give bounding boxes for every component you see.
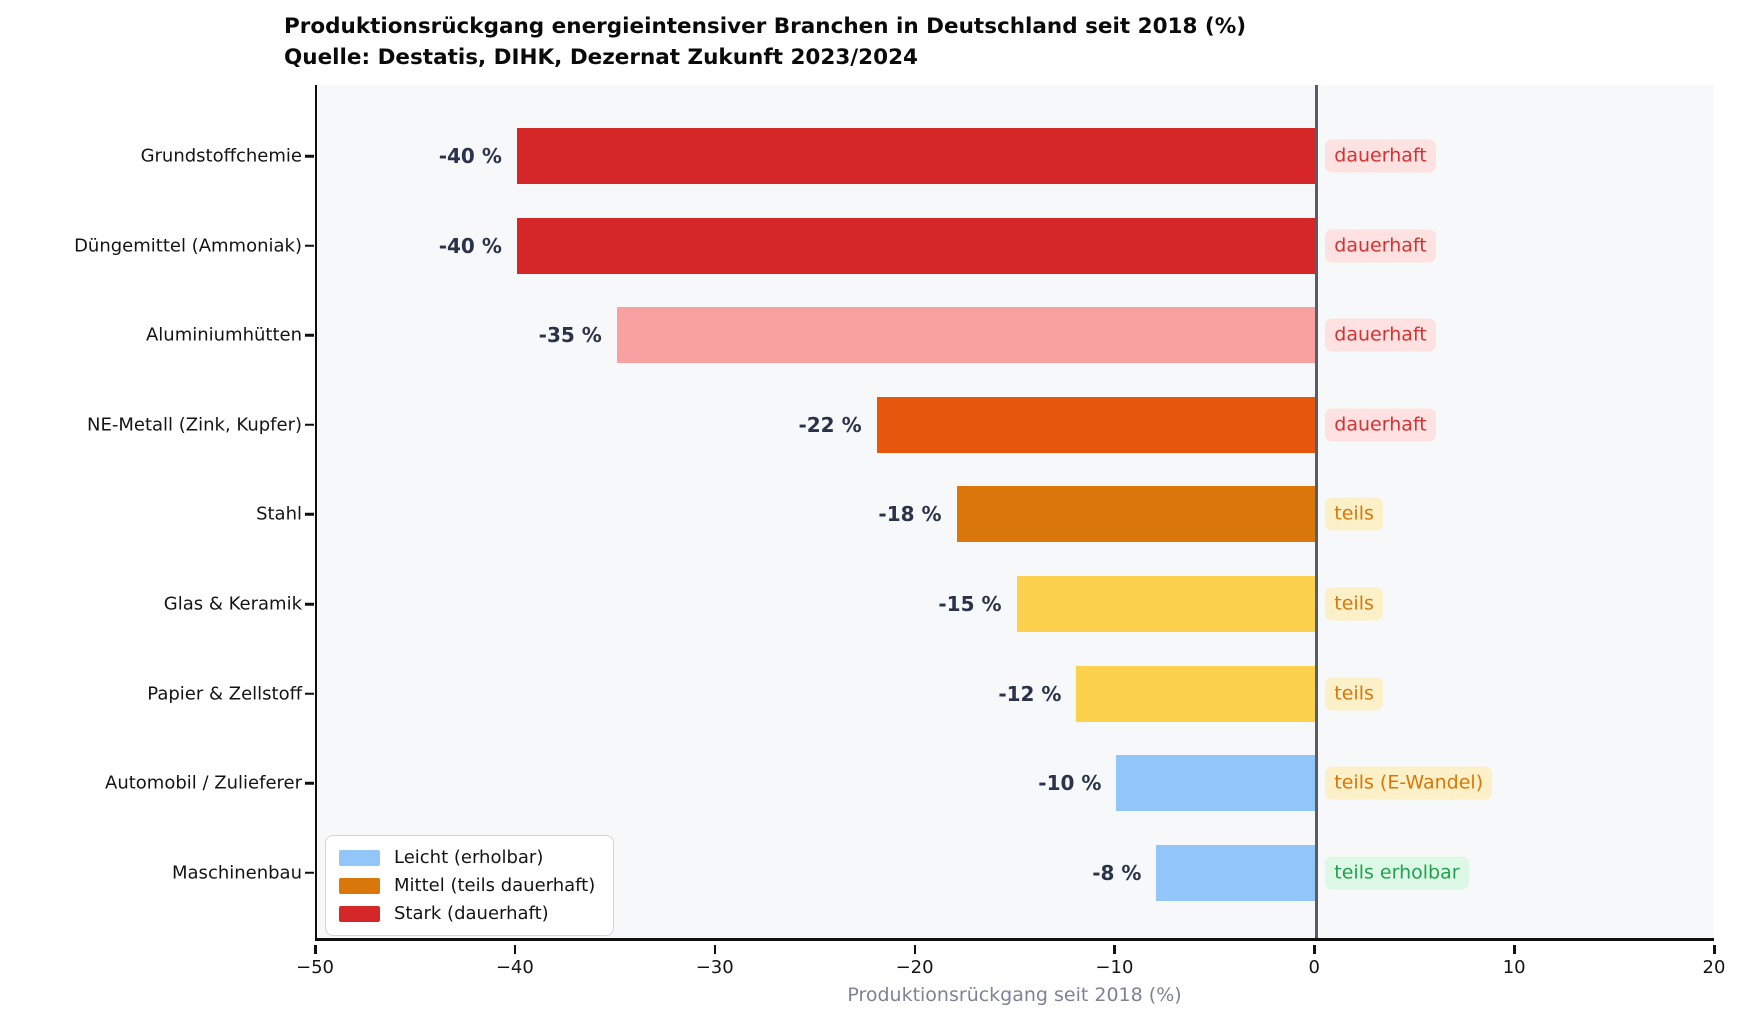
bar-value-label: -15 % xyxy=(938,592,1002,616)
y-axis-tick xyxy=(305,781,314,785)
x-axis-tick xyxy=(314,945,317,954)
y-axis-tick xyxy=(305,692,314,695)
bar-4 xyxy=(956,486,1317,543)
bar-annotation-tag: teils xyxy=(1325,677,1383,711)
bar-0 xyxy=(516,128,1317,184)
y-axis-label: Aluminiumhütten xyxy=(145,324,302,346)
x-axis-tick-label: −10 xyxy=(1095,957,1134,978)
legend: Leicht (erholbar) Mittel (teils dauerhaft… xyxy=(325,835,615,936)
bar-value-label: -10 % xyxy=(1038,771,1102,796)
y-axis-tick xyxy=(305,244,314,247)
y-axis-label: NE-Metall (Zink, Kupfer) xyxy=(87,414,302,436)
y-axis-tick xyxy=(305,602,314,606)
chart-title-line2: Quelle: Destatis, DIHK, Dezernat Zukunft… xyxy=(284,45,918,70)
bar-value-label: -35 % xyxy=(538,323,602,348)
x-axis-tick xyxy=(513,945,517,954)
x-axis-tick xyxy=(1713,945,1716,954)
legend-item-label: Leicht (erholbar) xyxy=(394,847,544,868)
y-axis-label: Maschinenbau xyxy=(172,862,302,884)
x-axis-tick xyxy=(713,945,717,954)
chart-title-line1: Produktionsrückgang energieintensiver Br… xyxy=(284,14,1247,39)
legend-swatch-icon xyxy=(339,849,380,866)
bar-6 xyxy=(1076,665,1317,722)
bar-7 xyxy=(1116,755,1317,812)
x-axis-tick-label: 10 xyxy=(1502,957,1526,978)
legend-swatch-icon xyxy=(339,877,380,894)
plot-area: -40 % dauerhaft -40 % dauerhaft -35 % dauerha… xyxy=(315,85,1714,941)
legend-swatch-icon xyxy=(339,905,380,922)
legend-item-1: Mittel (teils dauerhaft) xyxy=(339,875,595,896)
bar-value-label: -18 % xyxy=(878,502,942,527)
legend-item-label: Mittel (teils dauerhaft) xyxy=(394,875,596,896)
bar-annotation-tag: dauerhaft xyxy=(1325,318,1436,352)
y-axis-label: Grundstoffchemie xyxy=(140,145,302,167)
bar-5 xyxy=(1016,576,1317,632)
x-axis-tick-label: −20 xyxy=(895,957,934,978)
x-axis-tick xyxy=(1113,945,1116,954)
x-axis-tick-label: −40 xyxy=(495,957,534,978)
legend-item-label: Stark (dauerhaft) xyxy=(394,903,549,924)
bar-annotation-tag: dauerhaft xyxy=(1325,229,1436,263)
bar-value-label: -40 % xyxy=(438,144,502,168)
bar-annotation-tag: dauerhaft xyxy=(1325,408,1436,442)
y-axis-tick xyxy=(305,871,314,875)
y-axis-tick xyxy=(305,513,314,516)
legend-item-0: Leicht (erholbar) xyxy=(339,847,595,868)
bar-1 xyxy=(516,217,1317,274)
x-axis-tick-label: −50 xyxy=(296,957,334,978)
bar-value-label: -22 % xyxy=(798,412,862,437)
zero-line xyxy=(1315,85,1319,938)
bar-2 xyxy=(616,307,1317,364)
bar-value-label: -8 % xyxy=(1092,860,1142,885)
bar-3 xyxy=(876,396,1317,453)
y-axis-label: Papier & Zellstoff xyxy=(147,683,302,705)
y-axis-label: Automobil / Zulieferer xyxy=(105,772,302,794)
bar-value-label: -12 % xyxy=(998,681,1062,706)
bar-8 xyxy=(1156,844,1317,901)
chart-title: Produktionsrückgang energieintensiver Br… xyxy=(284,11,1246,73)
x-axis-tick xyxy=(1313,945,1316,954)
x-axis-tick-label: 0 xyxy=(1308,957,1321,978)
x-axis-tick xyxy=(913,945,917,954)
y-axis-tick xyxy=(305,154,314,158)
bar-annotation-tag: teils (E-Wandel) xyxy=(1325,766,1493,800)
x-axis-tick-label: 20 xyxy=(1702,957,1726,978)
y-axis-label: Stahl xyxy=(256,503,302,525)
x-axis-title: Produktionsrückgang seit 2018 (%) xyxy=(847,984,1182,1006)
bar-annotation-tag: teils xyxy=(1325,497,1383,531)
y-axis-tick xyxy=(305,333,314,337)
legend-item-2: Stark (dauerhaft) xyxy=(339,903,595,924)
y-axis-tick xyxy=(305,423,314,427)
x-axis-tick xyxy=(1513,945,1516,954)
bar-annotation-tag: teils erholbar xyxy=(1325,856,1469,890)
bar-value-label: -40 % xyxy=(438,233,502,258)
y-axis-label: Glas & Keramik xyxy=(163,593,302,615)
bar-annotation-tag: teils xyxy=(1325,587,1383,621)
x-axis-tick-label: −30 xyxy=(695,957,734,978)
bar-annotation-tag: dauerhaft xyxy=(1325,139,1436,173)
y-axis-label: Düngemittel (Ammoniak) xyxy=(74,235,302,257)
